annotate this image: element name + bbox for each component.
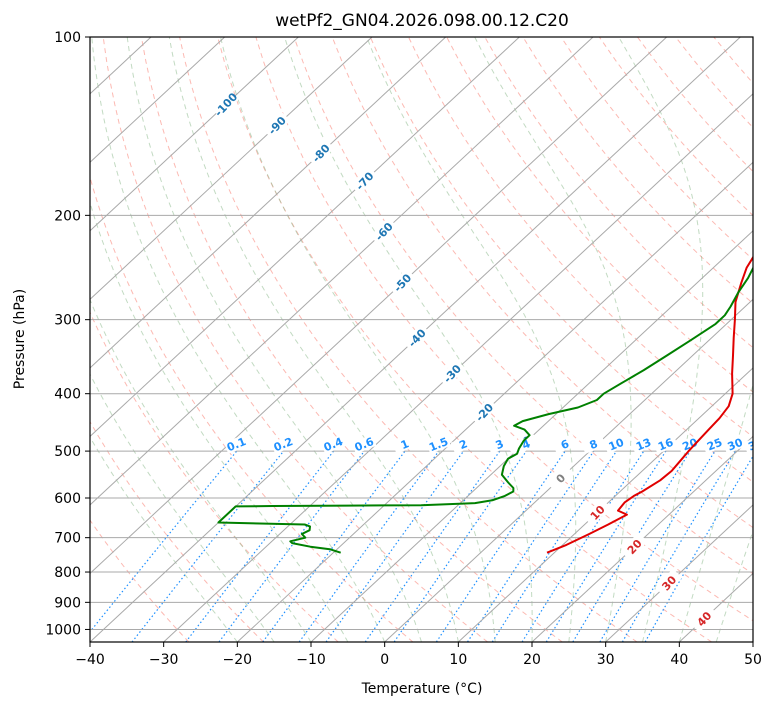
y-tick-label: 600	[54, 491, 81, 507]
moist-adiabat	[92, 37, 385, 642]
dry-adiabat	[752, 37, 775, 642]
chart-title: wetPf2_GN04.2026.098.00.12.C20	[275, 11, 569, 31]
x-tick-label: 30	[597, 652, 615, 668]
mixing-ratio-line	[600, 451, 715, 642]
dry-adiabat	[141, 37, 562, 642]
x-axis-label: Temperature (°C)	[361, 681, 483, 697]
isotherm-label: -50	[388, 269, 416, 298]
moist-adiabat	[716, 37, 775, 642]
moist-adiabat	[61, 37, 348, 642]
y-tick-label: 800	[54, 565, 81, 581]
x-tick-label: 20	[523, 652, 541, 668]
mixing-ratio-line	[263, 451, 405, 642]
y-tick-label: 900	[54, 595, 81, 611]
moist-adiabat	[367, 37, 576, 642]
y-tick-label: 200	[54, 208, 81, 224]
y-tick-label: 100	[54, 30, 81, 46]
dry-adiabat	[27, 37, 338, 642]
dry-adiabat	[0, 37, 264, 642]
mixing-ratio-label: 20	[677, 434, 702, 454]
isotherm-line	[679, 37, 775, 642]
mixing-ratio-label: 6	[552, 434, 577, 454]
mixing-ratio-label: 10	[604, 434, 629, 454]
mixing-ratio-line	[436, 451, 565, 642]
isotherm-line	[0, 37, 298, 642]
dry-adiabat	[409, 37, 775, 642]
isotherm-label: 20	[620, 532, 648, 561]
sounding-profiles	[218, 37, 775, 553]
mixing-ratio-line	[365, 451, 500, 642]
isotherm-label: -70	[351, 167, 379, 196]
mixing-ratio-line	[219, 451, 364, 642]
y-tick-label: 300	[54, 313, 81, 329]
isotherm-line	[164, 37, 775, 642]
isotherm-line	[0, 37, 519, 642]
y-tick-label: 400	[54, 387, 81, 403]
mixing-ratio-line	[326, 451, 464, 642]
mixing-ratio-label: 0.2	[271, 434, 296, 454]
y-axis-label: Pressure (hPa)	[12, 289, 28, 389]
isotherm-line	[237, 37, 775, 642]
x-tick-label: −20	[223, 652, 253, 668]
mixing-ratio-line	[468, 451, 594, 642]
isotherm-label: -20	[470, 398, 498, 427]
y-tick-label: 700	[54, 531, 81, 547]
isotherm-label: 0	[547, 464, 575, 493]
isotherm-label: 40	[690, 605, 718, 634]
dry-adiabat	[65, 37, 413, 642]
moist-adiabat	[10, 37, 275, 642]
isotherm-line	[458, 37, 775, 642]
isotherm-line	[0, 37, 446, 642]
mixing-ratio-label: 36	[743, 434, 768, 454]
x-tick-label: −40	[75, 652, 105, 668]
isotherm-line	[753, 37, 775, 642]
mixing-ratio-line	[82, 451, 237, 642]
isotherm-label: 30	[655, 569, 683, 598]
x-tick-label: 40	[670, 652, 688, 668]
dry-adiabat	[332, 37, 775, 642]
moist-adiabat	[0, 37, 237, 642]
dewpoint-profile-line	[218, 37, 775, 553]
x-tick-label: 0	[380, 652, 389, 668]
isotherm-line	[0, 37, 4, 642]
isotherm-line	[0, 37, 593, 642]
x-tick-label: −30	[149, 652, 179, 668]
temperature-profile-line	[547, 37, 775, 553]
y-axis-ticks: 100 200 300 400 500 600 700 800 900 1000	[45, 30, 90, 638]
isotherm-label: -60	[370, 217, 398, 246]
x-tick-label: 50	[744, 652, 762, 668]
moist-adiabat	[679, 37, 775, 642]
mixing-ratio-label: 2	[451, 434, 476, 454]
background-lines	[0, 37, 775, 642]
dry-adiabat	[637, 37, 775, 642]
y-tick-label: 1000	[45, 622, 81, 638]
isotherm-label: 10	[583, 498, 611, 527]
x-tick-label: 10	[449, 652, 467, 668]
dry-adiabat	[714, 37, 775, 642]
isotherm-line	[16, 37, 666, 642]
mixing-ratio-line	[299, 451, 439, 642]
isotherm-label: -40	[403, 324, 431, 353]
mixing-ratio-label: 0.6	[352, 434, 377, 454]
mixing-ratio-label-text: 36	[746, 436, 765, 454]
dry-adiabat	[523, 37, 775, 642]
isotherm-label: -90	[263, 111, 291, 140]
x-tick-label: −10	[296, 652, 326, 668]
x-axis-ticks: −40 −30 −20 −10 0 10 20 30 40 50	[75, 642, 762, 668]
dry-adiabat	[0, 37, 189, 642]
y-tick-label: 500	[54, 444, 81, 460]
